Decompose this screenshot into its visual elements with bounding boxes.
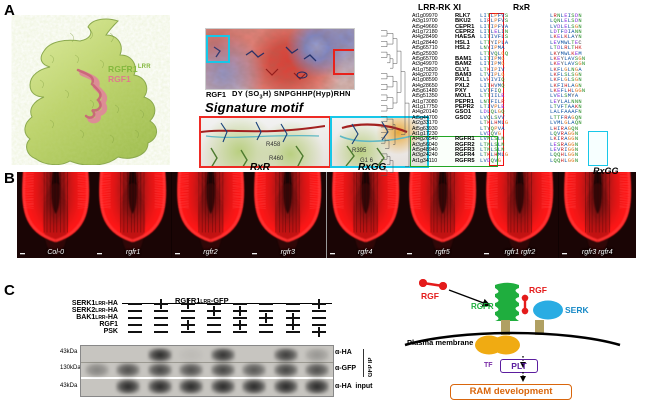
svg-text:R460: R460 xyxy=(269,156,284,162)
svg-text:RGF: RGF xyxy=(421,291,439,301)
svg-text:R458: R458 xyxy=(266,142,281,148)
svg-text:RGFR: RGFR xyxy=(471,302,494,311)
svg-text:SERK: SERK xyxy=(565,305,589,315)
svg-text:RGF: RGF xyxy=(529,285,547,295)
